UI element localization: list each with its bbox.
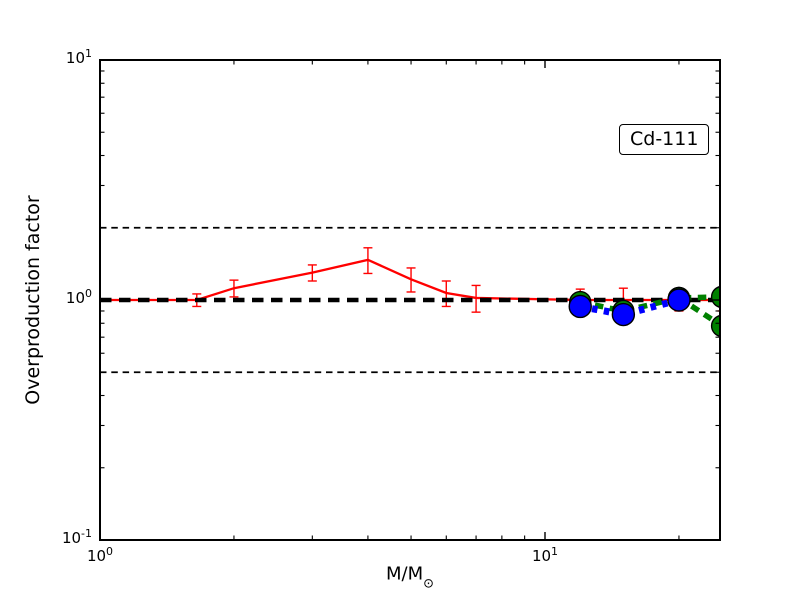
y-axis-tick-label: 101 — [65, 47, 92, 67]
isotope-annotation-label: Cd-111 — [630, 128, 699, 150]
data-point-marker — [667, 288, 691, 312]
x-axis-label-base: M/M — [385, 563, 424, 585]
blue-dotted-series — [568, 288, 691, 327]
data-point-marker — [710, 314, 720, 337]
red-errorbar-series — [100, 247, 720, 315]
y-axis-tick-label: 100 — [65, 287, 92, 307]
x-axis-label: M/M⊙ — [385, 563, 435, 592]
data-point-marker — [568, 294, 592, 319]
x-axis-tick-label: 101 — [531, 545, 559, 565]
y-axis-tick-label: 10-1 — [61, 527, 92, 547]
isotope-annotation-box: Cd-111 — [619, 124, 710, 155]
x-axis-label-subscript: ⊙ — [423, 576, 435, 592]
data-point-marker — [611, 302, 636, 327]
data-point-marker — [710, 285, 720, 308]
plot-area — [100, 226, 720, 374]
x-axis-tick-label: 100 — [86, 545, 114, 565]
